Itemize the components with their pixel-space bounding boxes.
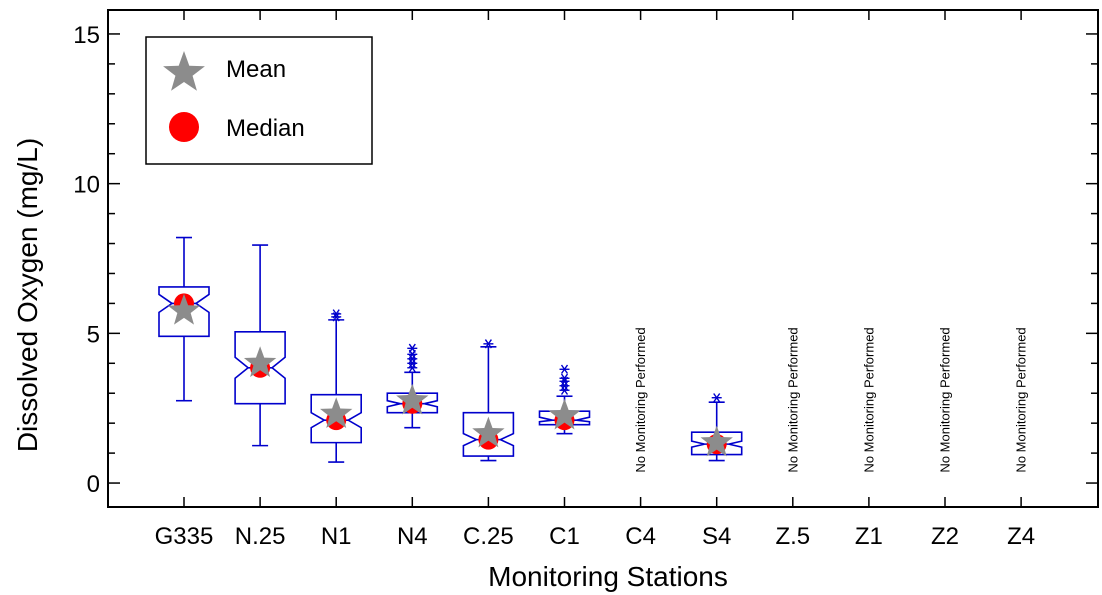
- station-N25-group: [234, 244, 286, 447]
- y-axis-title: Dissolved Oxygen (mg/L): [12, 138, 43, 452]
- station-G335-group: [158, 236, 210, 402]
- mean-star-marker: [167, 293, 201, 325]
- no-monitoring-label: No Monitoring Performed: [861, 327, 876, 472]
- outlier-asterisk: [711, 393, 722, 403]
- outlier-asterisk: [559, 373, 570, 383]
- outlier-asterisk: [559, 385, 570, 395]
- asterisk-stroke: [560, 364, 569, 374]
- plot-border: [107, 9, 1099, 508]
- station-C4-group: No Monitoring Performed: [633, 327, 648, 472]
- x-tick-label: Z1: [855, 523, 883, 550]
- outlier-asterisk: [407, 363, 418, 373]
- asterisk-stroke: [332, 309, 340, 319]
- x-tick-label: C4: [625, 523, 656, 550]
- station-N4-group: [386, 343, 439, 429]
- legend-median-label: Median: [226, 115, 305, 142]
- x-axis: G335 N.25 N1 N4 C.25 C1 C4 S4 Z.5 Z1 Z2 Z4: [155, 10, 1035, 550]
- outlier-asterisk: [559, 364, 570, 374]
- x-tick-label: G335: [155, 523, 214, 550]
- mean-star-marker: [320, 397, 353, 428]
- no-monitoring-label: No Monitoring Performed: [785, 327, 800, 472]
- x-tick-label: N1: [321, 523, 352, 550]
- mean-star-marker: [548, 398, 581, 430]
- legend: Mean Median: [145, 36, 373, 165]
- no-monitoring-label: No Monitoring Performed: [1014, 327, 1029, 472]
- outlier-asterisk: [331, 309, 342, 319]
- mean-star-marker: [472, 416, 505, 448]
- x-tick-label: C.25: [463, 523, 514, 550]
- asterisk-stroke: [484, 339, 492, 349]
- no-monitoring-label: No Monitoring Performed: [633, 327, 648, 472]
- legend-median-circle-icon: [169, 112, 199, 142]
- x-tick-label: C1: [549, 523, 580, 550]
- outlier-asterisk: [407, 354, 418, 364]
- station-N1-group: [310, 309, 362, 463]
- outlier-asterisk: [559, 381, 570, 391]
- y-axis: 0 5 10 15: [73, 22, 1098, 498]
- station-S4-group: [690, 393, 743, 462]
- station-C25-group: [462, 339, 515, 462]
- station-Z5-group: No Monitoring Performed: [785, 327, 800, 472]
- x-tick-label: S4: [702, 523, 731, 550]
- outlier-asterisk: [407, 343, 418, 353]
- x-axis-title: Monitoring Stations: [488, 561, 728, 592]
- x-tick-label: N4: [397, 523, 428, 550]
- x-tick-label: Z2: [931, 523, 959, 550]
- mean-star-marker: [243, 346, 277, 378]
- x-tick-label: N.25: [235, 523, 286, 550]
- outlier-asterisk: [407, 358, 418, 368]
- x-tick-label: Z4: [1007, 523, 1035, 550]
- station-Z2-group: No Monitoring Performed: [938, 327, 953, 472]
- legend-mean-label: Mean: [226, 56, 286, 83]
- station-Z1-group: No Monitoring Performed: [861, 327, 876, 472]
- outlier-asterisk: [483, 339, 494, 349]
- asterisk-stroke: [408, 343, 416, 353]
- mean-star-marker: [396, 383, 429, 415]
- y-tick-label: 15: [73, 22, 100, 49]
- outlier-asterisk: [407, 349, 418, 359]
- asterisk-stroke: [713, 393, 721, 403]
- mean-star-marker: [700, 425, 733, 457]
- station-Z4-group: No Monitoring Performed: [1014, 327, 1029, 472]
- y-tick-label: 10: [73, 172, 100, 199]
- legend-mean-star-icon: [163, 51, 205, 91]
- y-tick-label: 0: [87, 471, 100, 498]
- asterisk-stroke: [560, 373, 569, 383]
- no-monitoring-label: No Monitoring Performed: [938, 327, 953, 472]
- plot-frame: [107, 9, 1099, 508]
- y-tick-label: 5: [87, 321, 100, 348]
- x-tick-label: Z.5: [775, 523, 810, 550]
- station-C1-group: [538, 364, 591, 435]
- box-series: No Monitoring Performed No Monitoring Per…: [158, 236, 1029, 473]
